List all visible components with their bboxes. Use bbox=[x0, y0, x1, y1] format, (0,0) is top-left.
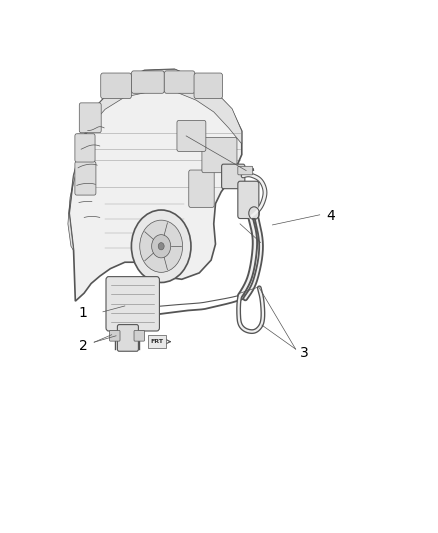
FancyBboxPatch shape bbox=[75, 161, 96, 195]
Polygon shape bbox=[69, 69, 242, 301]
FancyBboxPatch shape bbox=[110, 330, 120, 341]
Circle shape bbox=[131, 210, 191, 282]
FancyBboxPatch shape bbox=[75, 134, 95, 162]
Text: FRT: FRT bbox=[151, 339, 164, 344]
Text: 1: 1 bbox=[79, 306, 88, 320]
FancyBboxPatch shape bbox=[131, 71, 164, 93]
FancyBboxPatch shape bbox=[194, 73, 223, 99]
Polygon shape bbox=[85, 69, 242, 144]
FancyBboxPatch shape bbox=[117, 325, 138, 351]
FancyBboxPatch shape bbox=[164, 71, 195, 93]
FancyBboxPatch shape bbox=[148, 335, 166, 348]
FancyBboxPatch shape bbox=[238, 181, 259, 219]
FancyBboxPatch shape bbox=[222, 164, 245, 189]
FancyBboxPatch shape bbox=[134, 330, 145, 341]
Text: 3: 3 bbox=[300, 346, 309, 360]
FancyBboxPatch shape bbox=[79, 103, 101, 133]
Circle shape bbox=[140, 220, 183, 272]
Circle shape bbox=[152, 235, 171, 258]
FancyBboxPatch shape bbox=[106, 277, 159, 331]
FancyBboxPatch shape bbox=[177, 120, 206, 151]
Text: 4: 4 bbox=[326, 209, 335, 223]
FancyBboxPatch shape bbox=[238, 166, 253, 175]
Polygon shape bbox=[68, 136, 88, 251]
Text: 2: 2 bbox=[79, 340, 88, 353]
FancyBboxPatch shape bbox=[189, 170, 214, 207]
Circle shape bbox=[158, 243, 164, 250]
FancyBboxPatch shape bbox=[202, 138, 237, 173]
FancyBboxPatch shape bbox=[101, 73, 131, 99]
